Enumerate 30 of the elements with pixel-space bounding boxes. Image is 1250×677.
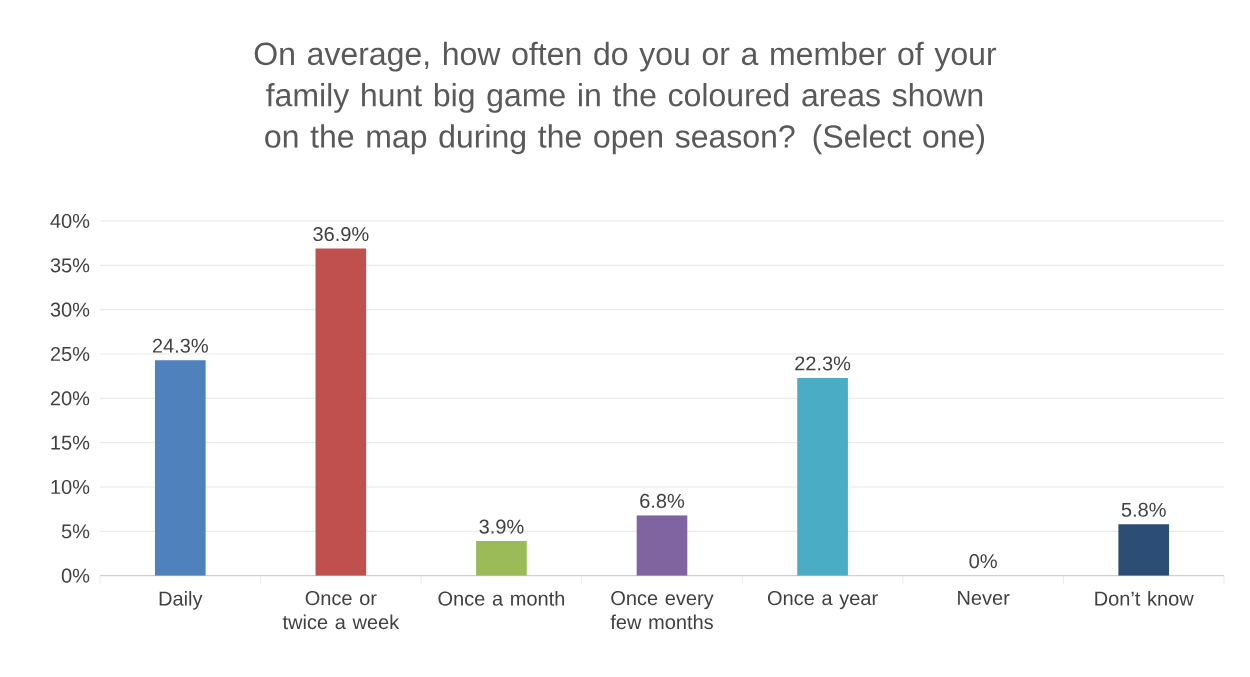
y-tick-label: 30% bbox=[50, 302, 90, 317]
x-tick-label: Daily bbox=[159, 591, 203, 610]
bar bbox=[315, 248, 367, 576]
y-tick-label: 35% bbox=[50, 258, 90, 273]
x-tick-label: Once a year bbox=[767, 591, 878, 610]
bar bbox=[636, 515, 688, 576]
chart-title: On average, how often do you or a member of your family hunt big game in the coloured areas shown on the map during the open season? (Select one) bbox=[254, 41, 997, 155]
x-tick-label: Once a month bbox=[438, 591, 565, 606]
x-tick-label: Never bbox=[958, 591, 1010, 605]
y-tick-label: 25% bbox=[50, 346, 90, 362]
data-label: 0% bbox=[969, 554, 997, 569]
x-tick-label: Once every few months bbox=[610, 591, 714, 630]
y-tick-label: 10% bbox=[51, 479, 90, 495]
data-label: 6.8% bbox=[640, 493, 685, 508]
bar bbox=[1118, 524, 1170, 576]
y-tick-label: 20% bbox=[50, 391, 90, 406]
y-tick-label: 0% bbox=[61, 568, 90, 583]
x-tick-label: Don’t know bbox=[1095, 591, 1194, 606]
bar bbox=[154, 360, 206, 576]
bar bbox=[476, 541, 527, 576]
data-label: 36.9% bbox=[313, 226, 369, 242]
y-tick-label: 5% bbox=[61, 524, 90, 539]
y-tick-label: 40% bbox=[50, 213, 90, 229]
data-label: 22.3% bbox=[795, 356, 851, 371]
bar bbox=[797, 377, 848, 576]
data-label: 3.9% bbox=[479, 519, 524, 534]
data-label: 24.3% bbox=[152, 338, 208, 353]
data-label: 5.8% bbox=[1121, 502, 1166, 517]
y-tick-label: 15% bbox=[51, 435, 90, 450]
x-tick-label: Once or twice a week bbox=[282, 591, 400, 630]
